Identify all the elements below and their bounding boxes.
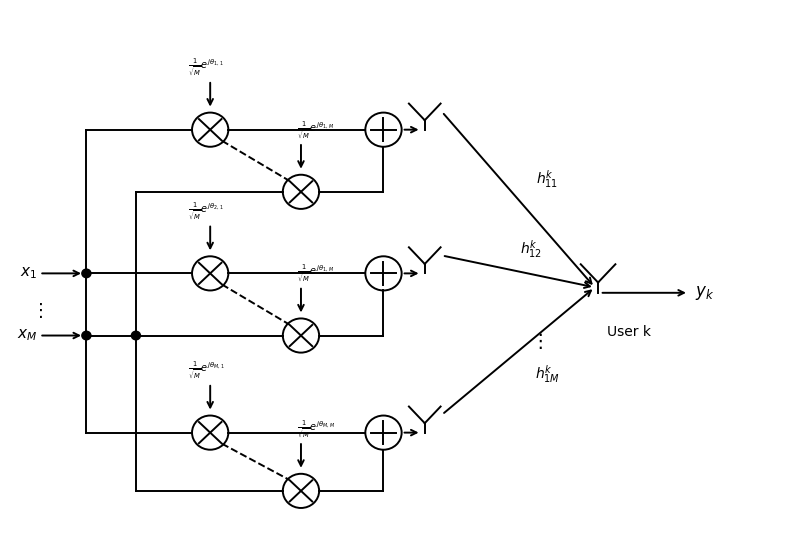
Text: $\frac{1}{\sqrt{M}}e^{j\theta_{1,M}}$: $\frac{1}{\sqrt{M}}e^{j\theta_{1,M}}$	[298, 262, 334, 284]
Circle shape	[131, 331, 141, 340]
Text: $x_1$: $x_1$	[20, 266, 37, 281]
Text: $\vdots$: $\vdots$	[31, 301, 43, 320]
Text: $\frac{1}{\sqrt{M}}e^{j\theta_{2,1}}$: $\frac{1}{\sqrt{M}}e^{j\theta_{2,1}}$	[188, 200, 224, 222]
Text: $\frac{1}{\sqrt{M}}e^{j\theta_{1,1}}$: $\frac{1}{\sqrt{M}}e^{j\theta_{1,1}}$	[188, 57, 224, 78]
Text: $\vdots$: $\vdots$	[530, 331, 542, 351]
Text: $h_{12}^k$: $h_{12}^k$	[520, 238, 542, 260]
Circle shape	[82, 331, 91, 340]
Text: $y_k$: $y_k$	[695, 284, 715, 302]
Circle shape	[82, 269, 91, 278]
Text: $h_{1M}^k$: $h_{1M}^k$	[534, 363, 560, 385]
Text: User k: User k	[607, 326, 651, 340]
Text: $\frac{1}{\sqrt{M}}e^{j\theta_{M,1}}$: $\frac{1}{\sqrt{M}}e^{j\theta_{M,1}}$	[188, 360, 225, 382]
Text: $x_M$: $x_M$	[17, 328, 37, 343]
Text: $\frac{1}{\sqrt{M}}e^{j\theta_{M,M}}$: $\frac{1}{\sqrt{M}}e^{j\theta_{M,M}}$	[297, 418, 335, 440]
Text: $h_{11}^k$: $h_{11}^k$	[536, 168, 558, 190]
Text: $\frac{1}{\sqrt{M}}e^{j\theta_{1,M}}$: $\frac{1}{\sqrt{M}}e^{j\theta_{1,M}}$	[298, 119, 334, 141]
